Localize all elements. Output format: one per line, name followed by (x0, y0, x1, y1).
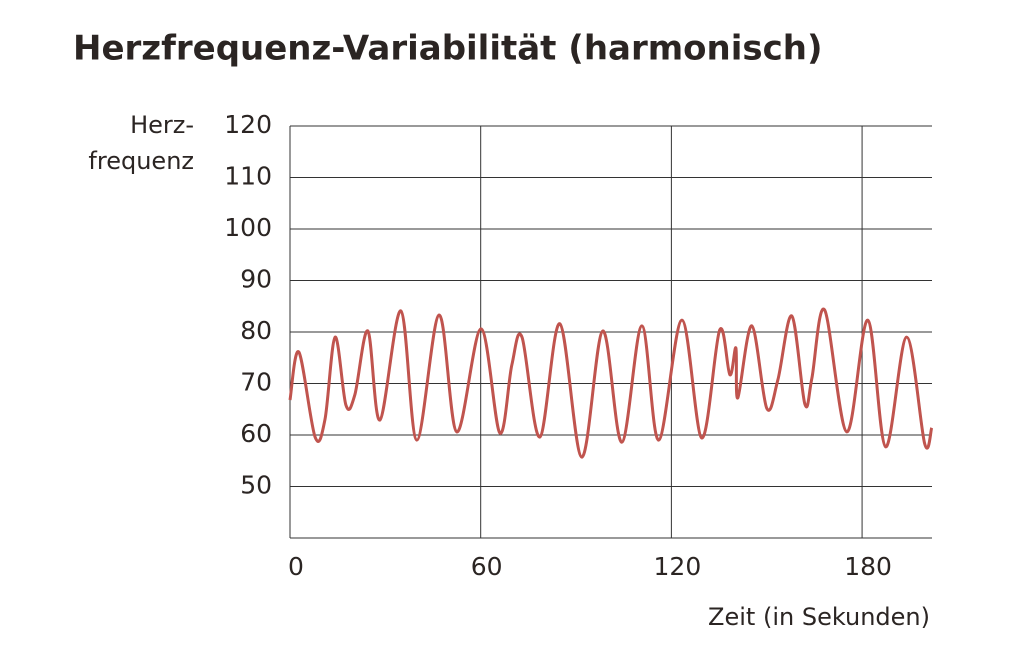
y-tick-label: 80 (240, 316, 272, 345)
chart-title: Herzfrequenz-Variabilität (harmonisch) (73, 29, 823, 69)
y-tick-label: 60 (240, 419, 272, 448)
y-tick-label: 50 (240, 471, 272, 500)
y-tick-label: 110 (224, 162, 272, 191)
y-axis-label: frequenz (88, 147, 194, 175)
y-tick-label: 70 (240, 368, 272, 397)
x-tick-label: 0 (288, 552, 304, 581)
y-tick-label: 100 (224, 213, 272, 242)
x-tick-label: 120 (654, 552, 702, 581)
y-tick-label: 120 (224, 110, 272, 139)
y-tick-label: 90 (240, 265, 272, 294)
x-tick-label: 180 (844, 552, 892, 581)
data-line (288, 307, 934, 459)
x-tick-label: 60 (471, 552, 503, 581)
y-axis-label: Herz- (130, 111, 194, 139)
x-axis-label: Zeit (in Sekunden) (708, 603, 930, 631)
